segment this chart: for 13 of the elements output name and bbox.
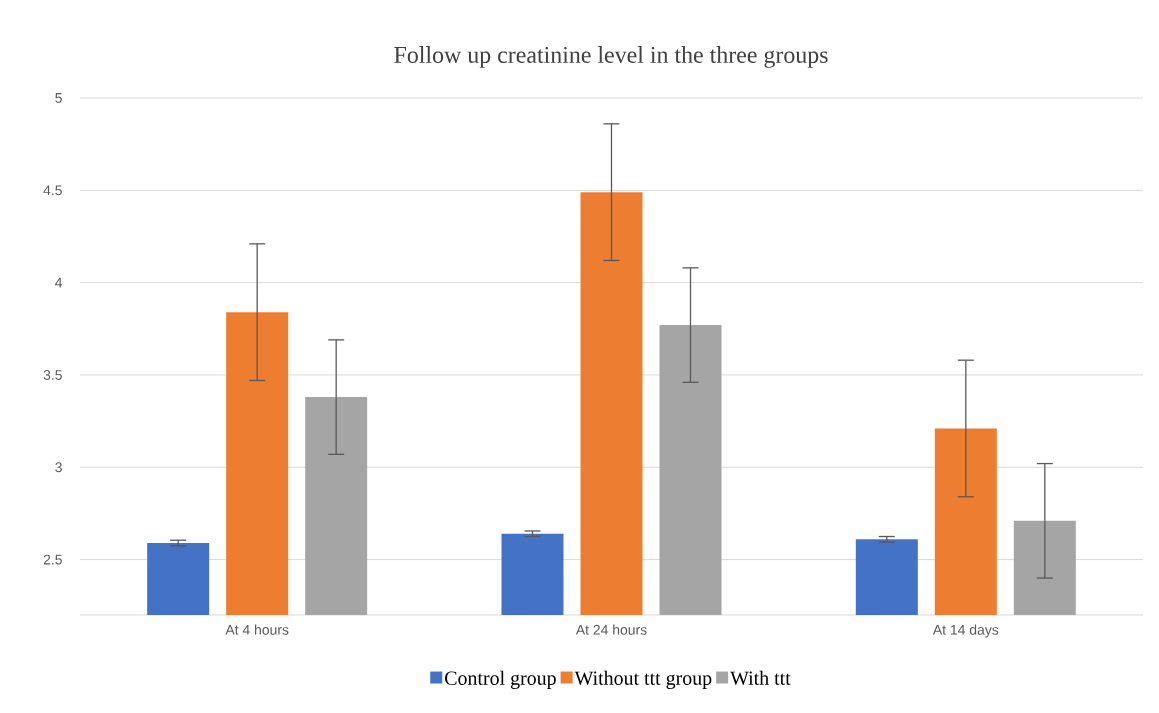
y-tick-label: 4	[55, 277, 63, 288]
x-tick-label: At 4 hours	[225, 624, 289, 635]
legend-label: Control group	[445, 670, 556, 689]
chart-title: Follow up creatinine level in the three groups	[394, 46, 828, 68]
y-tick-label: 3	[55, 462, 62, 473]
x-tick-label: At 14 days	[932, 624, 999, 638]
y-tick-label: 4.5	[43, 185, 62, 196]
legend-label: With ttt	[730, 670, 791, 685]
legend-label: Without ttt group	[574, 670, 712, 689]
y-tick-label: 3.5	[43, 370, 62, 380]
y-tick-label: 2.5	[43, 554, 62, 565]
y-tick-label: 5	[55, 93, 62, 103]
x-tick-label: At 24 hours	[575, 624, 647, 635]
